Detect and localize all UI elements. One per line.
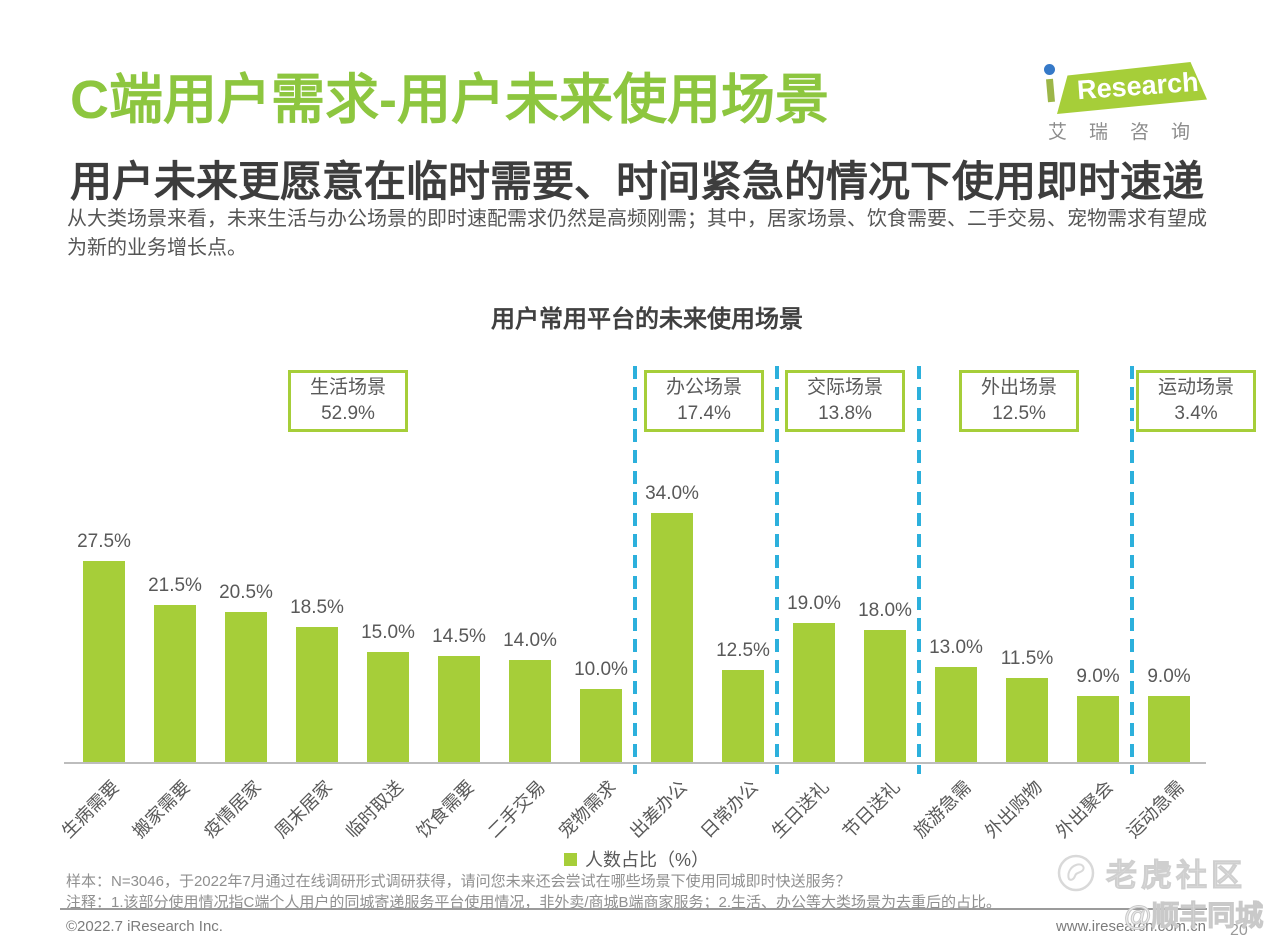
- footnotes: 样本：N=3046，于2022年7月通过在线调研形式调研获得，请问您未来还会尝试…: [66, 871, 1066, 913]
- group-label: 外出场景: [980, 377, 1057, 399]
- chart-title: 用户常用平台的未来使用场景: [491, 306, 803, 333]
- bar-value-label: 18.0%: [858, 600, 912, 621]
- logo-flag-shape: Research: [1057, 62, 1207, 114]
- group-separator-line: [633, 366, 637, 774]
- bar-value-label: 12.5%: [716, 640, 770, 661]
- group-share: 12.5%: [992, 403, 1046, 424]
- bar-value-label: 11.5%: [1000, 648, 1054, 669]
- bar-value-label: 10.0%: [574, 659, 628, 680]
- group-label-box: 交际场景 13.8%: [785, 370, 905, 432]
- bar: [83, 561, 125, 762]
- bar-value-label: 9.0%: [1076, 666, 1120, 687]
- bar-value-label: 15.0%: [361, 622, 415, 643]
- group-label-box: 办公场景 17.4%: [644, 370, 764, 432]
- bar: [580, 689, 622, 762]
- bar: [1148, 696, 1190, 762]
- bar-value-label: 21.5%: [148, 575, 202, 596]
- footer-copyright: ©2022.7 iResearch Inc.: [66, 918, 223, 935]
- logo-i-stem: [1046, 78, 1055, 103]
- bar: [722, 670, 764, 762]
- bar: [296, 627, 338, 762]
- legend-swatch-icon: [564, 852, 577, 866]
- group-share: 17.4%: [677, 403, 731, 424]
- bar-value-label: 19.0%: [787, 593, 841, 614]
- logo-brand-text: Research: [1076, 66, 1200, 106]
- footnote-note: 注释：1.该部分使用情况指C端个人用户的同城寄递服务平台使用情况，非外卖/商城B…: [66, 894, 1002, 911]
- bar: [154, 605, 196, 762]
- bar: [651, 513, 693, 762]
- bar: [509, 660, 551, 762]
- legend-label: 人数占比（%）: [585, 850, 710, 870]
- bar: [793, 623, 835, 762]
- group-share: 13.8%: [818, 403, 872, 424]
- bar: [864, 630, 906, 762]
- bar: [225, 612, 267, 762]
- bar-value-label: 14.5%: [432, 626, 486, 647]
- bar: [1077, 696, 1119, 762]
- group-share: 52.9%: [321, 403, 375, 424]
- page-subtitle: 用户未来更愿意在临时需要、时间紧急的情况下使用即时速递: [70, 158, 1205, 205]
- group-label: 运动场景: [1157, 377, 1234, 399]
- bar: [1006, 678, 1048, 762]
- group-label-box: 运动场景 3.4%: [1136, 370, 1256, 432]
- group-label-box: 生活场景 52.9%: [288, 370, 408, 432]
- bar: [438, 656, 480, 762]
- bar: [367, 652, 409, 762]
- group-label: 办公场景: [665, 377, 742, 399]
- watermark-community: 老虎社区: [1056, 850, 1246, 895]
- group-label: 交际场景: [806, 377, 883, 399]
- bar-value-label: 13.0%: [929, 637, 983, 658]
- group-separator-line: [775, 366, 779, 774]
- bar: [935, 667, 977, 762]
- bar-value-label: 20.5%: [219, 582, 273, 603]
- page-number: 20: [1230, 922, 1248, 939]
- footnote-sample: 样本：N=3046，于2022年7月通过在线调研形式调研获得，请问您未来还会尝试…: [66, 873, 851, 890]
- group-share: 3.4%: [1174, 403, 1218, 424]
- group-label: 生活场景: [309, 377, 386, 399]
- group-separator-line: [1130, 366, 1134, 774]
- logo-caption: 艾瑞咨询: [1048, 122, 1213, 143]
- bar-value-label: 14.0%: [503, 630, 557, 651]
- page-title: C端用户需求-用户未来使用场景: [70, 70, 829, 130]
- bar-value-label: 9.0%: [1147, 666, 1191, 687]
- chart-legend: 人数占比（%）: [564, 846, 709, 872]
- page-body-text: 从大类场景来看，未来生活与办公场景的即时速配需求仍然是高频刚需；其中，居家场景、…: [67, 208, 1207, 259]
- logo-i-dot-icon: [1044, 64, 1055, 75]
- bar-value-label: 34.0%: [645, 483, 699, 504]
- watermark-community-text: 老虎社区: [1106, 858, 1246, 894]
- group-separator-line: [917, 366, 921, 774]
- footer-website: www.iresearch.com.cn: [1055, 918, 1206, 935]
- footer-divider: [60, 908, 1207, 910]
- bar-value-label: 27.5%: [77, 531, 131, 552]
- group-label-box: 外出场景 12.5%: [959, 370, 1079, 432]
- bar-value-label: 18.5%: [290, 597, 344, 618]
